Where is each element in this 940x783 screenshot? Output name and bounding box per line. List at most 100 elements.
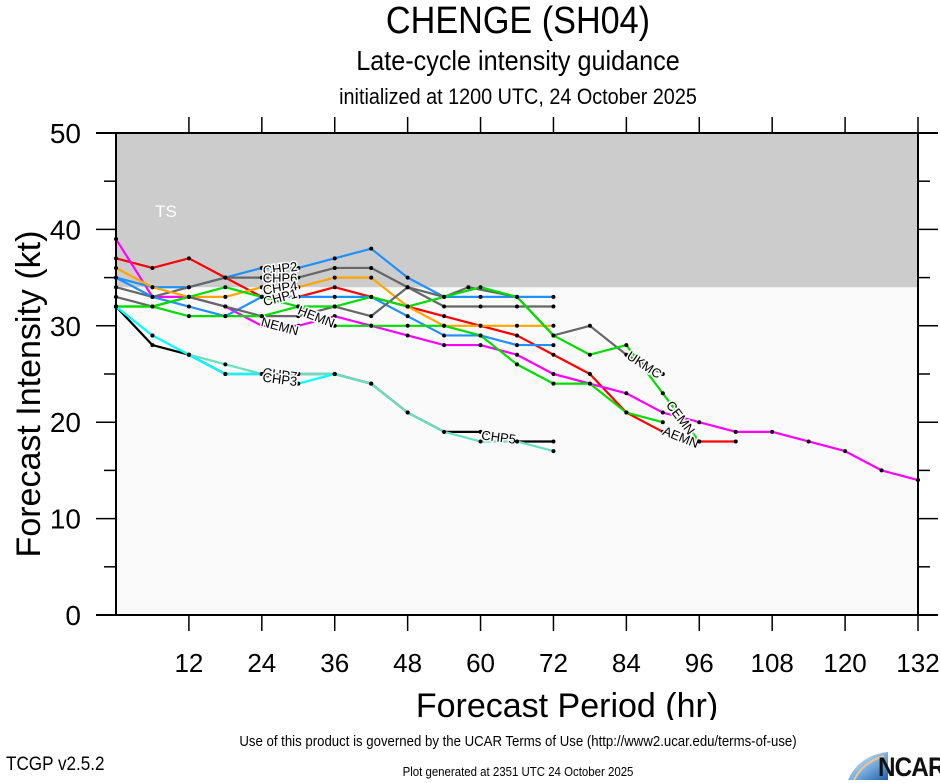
data-point [879,468,884,473]
data-point [259,314,264,319]
data-point [259,275,264,280]
data-point [515,333,519,338]
data-point [150,304,155,309]
data-point [186,256,191,261]
intensity-chart: TS AEMNNEMNCHP2CHP6CHP4CHP1UKMCCEMNHEMNC… [10,117,940,720]
x-tick-label: 132 [896,648,939,678]
data-point [551,449,556,454]
data-point [587,372,592,376]
data-point [296,285,301,290]
data-point [515,343,519,348]
data-point [369,381,374,386]
data-point [332,256,337,261]
data-point [405,333,410,338]
data-point [332,304,337,309]
data-point [515,304,519,309]
series-line-hemn [116,286,664,424]
data-point [843,449,848,454]
data-point [806,439,811,444]
data-point [478,285,483,290]
data-point [332,323,337,328]
series-label-chp2: CHP2 [262,259,298,278]
data-point [442,343,447,348]
data-point [223,372,228,376]
chart-title: CHENGE (SH04) [385,0,651,42]
data-point [186,294,191,299]
data-point [332,294,337,299]
data-point [186,304,191,309]
ncar-logo: NCAR [848,752,940,782]
data-point [186,352,191,357]
data-point [660,420,665,425]
data-point [296,275,301,280]
data-point [296,323,301,328]
data-point [551,333,556,338]
data-point [296,304,301,309]
data-point [442,333,447,338]
x-tick-label: 48 [393,648,422,678]
data-point [296,381,301,386]
data-point [369,265,374,270]
data-point [697,439,702,444]
data-point [150,265,155,270]
data-point [660,391,665,396]
data-point [332,265,337,270]
data-point [405,314,410,319]
generated-time: Plot generated at 2351 UTC 24 October 20… [402,764,634,779]
data-point [515,323,519,328]
data-point [332,275,337,280]
data-point [442,429,447,434]
data-point [733,439,738,444]
data-point [369,294,374,299]
data-point [369,246,374,251]
data-point [551,439,556,444]
x-axis-label: Forecast Period (hr) [416,687,718,720]
data-point [223,314,228,319]
data-point [660,429,665,434]
data-point [624,352,629,357]
version-label: TCGP v2.5.2 [6,754,105,775]
data-point [332,314,337,319]
data-point [405,323,410,328]
data-point [259,285,264,290]
data-point [296,265,301,270]
series-label-chp4: CHP4 [262,278,298,297]
data-point [551,323,556,328]
data-point [405,304,410,309]
data-point [770,429,775,434]
data-point [515,352,519,357]
series-label-chp5: CHP5 [481,427,517,446]
x-tick-label: 120 [823,648,866,678]
intensity-band-ts [116,133,918,288]
x-tick-label: 24 [247,648,276,678]
data-point [733,429,738,434]
data-point [405,410,410,415]
x-tick-label: 84 [612,648,641,678]
data-point [466,285,471,290]
data-point [587,323,592,328]
data-point [296,294,301,299]
x-tick-label: 60 [466,648,495,678]
data-point [478,294,483,299]
y-tick-label: 50 [50,118,81,149]
data-point [660,410,665,415]
data-point [442,304,447,309]
data-point [150,294,155,299]
init-time: initialized at 1200 UTC, 24 October 2025 [339,84,697,109]
data-point [223,304,228,309]
data-point [259,265,264,270]
data-point [332,285,337,290]
data-point [150,343,155,348]
data-point [296,372,301,376]
x-tick-label: 96 [685,648,714,678]
data-point [478,333,483,338]
data-point [369,275,374,280]
data-point [150,333,155,338]
data-point [697,420,702,425]
data-point [442,323,447,328]
x-tick-label: 12 [174,648,203,678]
data-point [551,372,556,376]
data-point [186,314,191,319]
data-point [660,372,665,376]
data-point [223,294,228,299]
